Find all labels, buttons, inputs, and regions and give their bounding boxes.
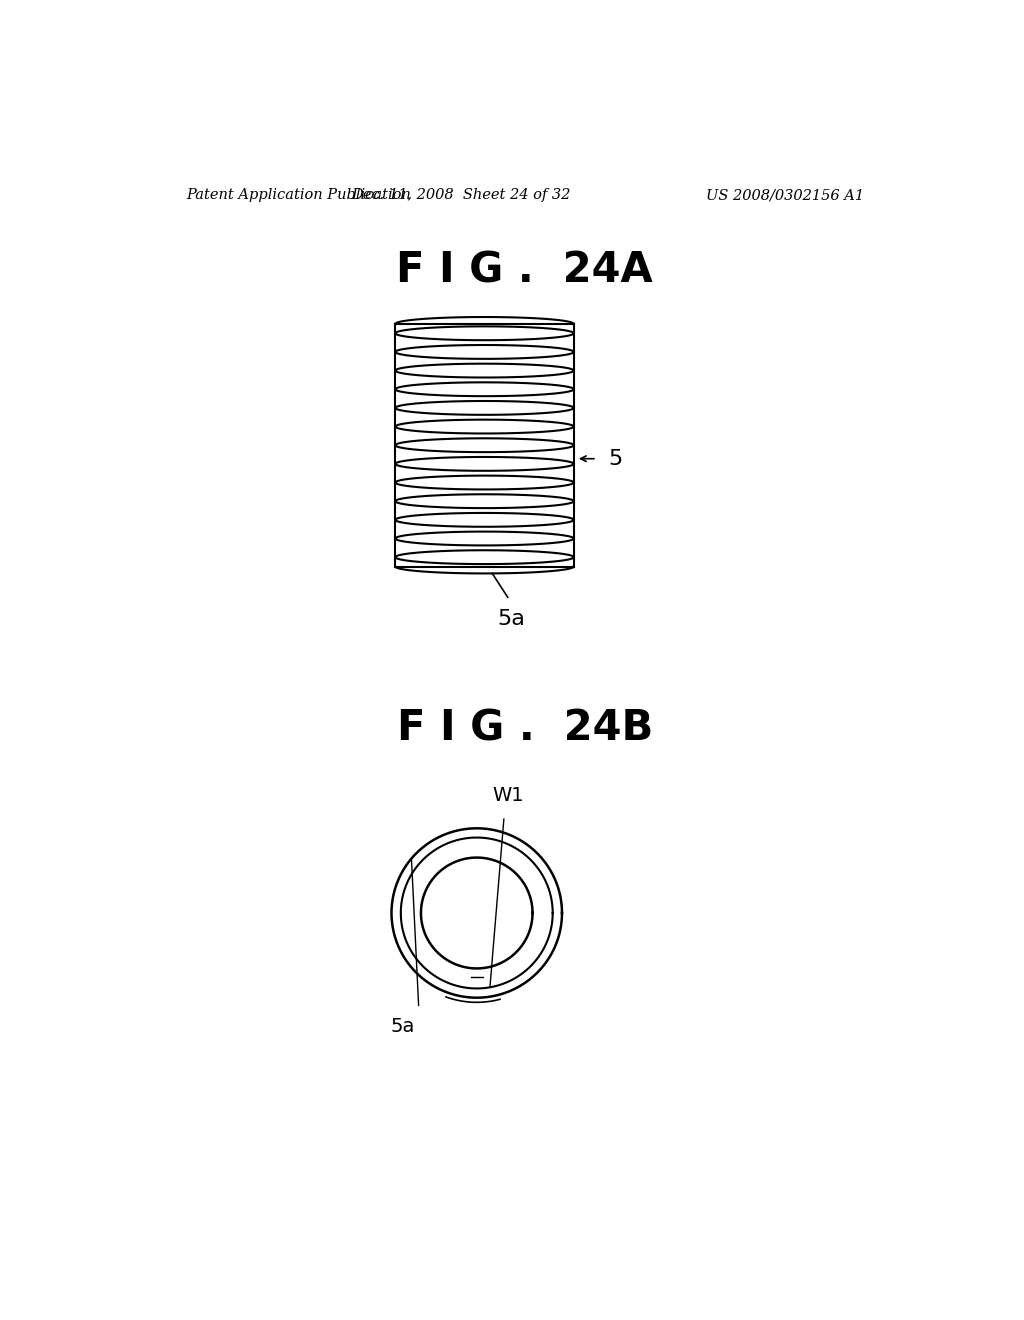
Polygon shape [395, 438, 573, 453]
Polygon shape [395, 513, 573, 527]
Polygon shape [395, 383, 573, 396]
Polygon shape [395, 457, 573, 471]
Polygon shape [395, 364, 573, 378]
Text: Dec. 11, 2008  Sheet 24 of 32: Dec. 11, 2008 Sheet 24 of 32 [351, 189, 571, 202]
Polygon shape [391, 829, 562, 998]
Text: 5: 5 [608, 449, 623, 469]
Polygon shape [395, 326, 573, 341]
Text: 5a: 5a [498, 609, 525, 628]
Polygon shape [395, 532, 573, 545]
Polygon shape [395, 475, 573, 490]
Text: Patent Application Publication: Patent Application Publication [186, 189, 411, 202]
Text: F I G .  24A: F I G . 24A [396, 249, 653, 290]
Polygon shape [395, 550, 573, 564]
Text: US 2008/0302156 A1: US 2008/0302156 A1 [707, 189, 864, 202]
Polygon shape [395, 494, 573, 508]
Polygon shape [395, 401, 573, 414]
Text: W1: W1 [492, 787, 523, 805]
Text: 5a: 5a [391, 1016, 416, 1036]
Polygon shape [395, 420, 573, 433]
Text: F I G .  24B: F I G . 24B [396, 708, 653, 750]
Polygon shape [395, 345, 573, 359]
